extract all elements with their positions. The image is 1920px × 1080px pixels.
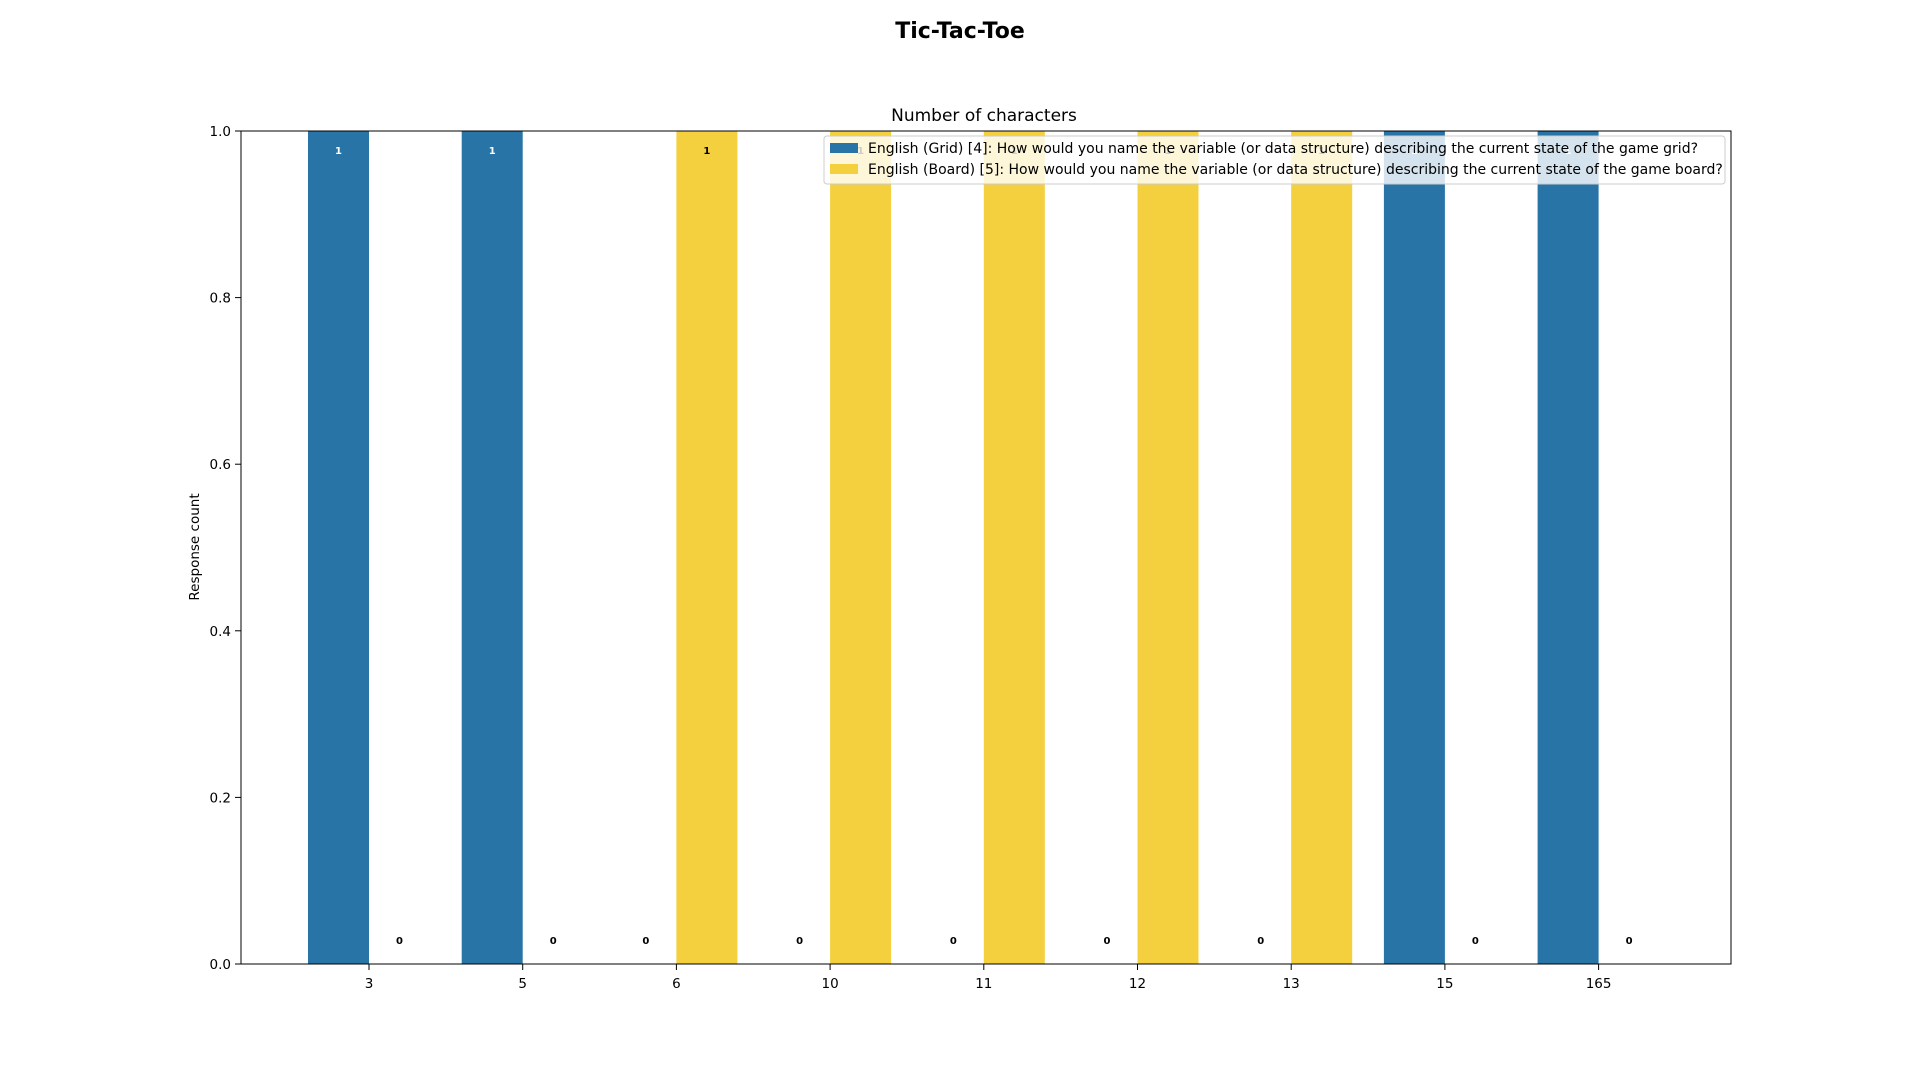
x-tick-label: 165 [1586,976,1612,992]
bar-grid-165 [1537,131,1599,964]
y-tick-label: 1.0 [210,124,231,140]
x-tick-label: 11 [975,976,992,992]
x-tick-label: 6 [672,976,681,992]
bar-value-label: 1 [489,146,496,157]
bar-board-12 [1137,131,1199,964]
x-tick-label: 3 [365,976,374,992]
x-axis: 3 5 6 10 11 12 13 15 165 [365,964,1612,992]
x-tick-label: 12 [1129,976,1146,992]
x-tick-label: 10 [822,976,839,992]
bar-value-label: 0 [950,936,957,947]
plot-frame [240,130,1732,965]
y-tick-label: 0.4 [210,624,231,640]
legend-swatch [830,143,858,153]
y-tick-label: 0.6 [210,457,231,473]
bar-value-label: 1 [335,146,342,157]
bar-grid-3 [308,131,369,964]
y-tick-label: 0.0 [210,957,231,973]
legend-label: English (Grid) [4]: How would you name t… [868,141,1698,157]
legend-label: English (Board) [5]: How would you name … [868,162,1723,178]
y-axis: 0.0 0.2 0.4 0.6 0.8 1.0 [210,124,241,973]
bar-value-label: 0 [550,936,557,947]
x-tick-label: 13 [1283,976,1300,992]
bar-grid-5 [461,131,523,964]
bar-board-6 [676,131,738,964]
bar-value-label: 0 [1257,936,1264,947]
bar-grid-15 [1383,131,1445,964]
legend: English (Grid) [4]: How would you name t… [823,135,1726,185]
bar-board-11 [983,131,1045,964]
bar-value-label: 0 [1472,936,1479,947]
x-tick-label: 5 [518,976,527,992]
y-tick-label: 0.8 [210,291,231,307]
legend-swatch [830,164,858,174]
bar-value-label: 1 [703,146,710,157]
bar-value-label: 0 [642,936,649,947]
chart-title: Number of characters [891,106,1077,126]
bar-board-13 [1291,131,1353,964]
bars-group [308,131,1599,964]
bar-value-label: 0 [396,936,403,947]
y-tick-label: 0.2 [210,790,231,806]
figure-title: Tic-Tac-Toe [895,19,1025,44]
legend-box [823,135,1726,185]
x-tick-label: 15 [1436,976,1453,992]
y-axis-label: Response count [187,493,203,600]
bar-value-label: 0 [1626,936,1633,947]
bar-value-label: 0 [796,936,803,947]
bar-board-10 [830,131,892,964]
bar-value-label: 0 [1104,936,1111,947]
